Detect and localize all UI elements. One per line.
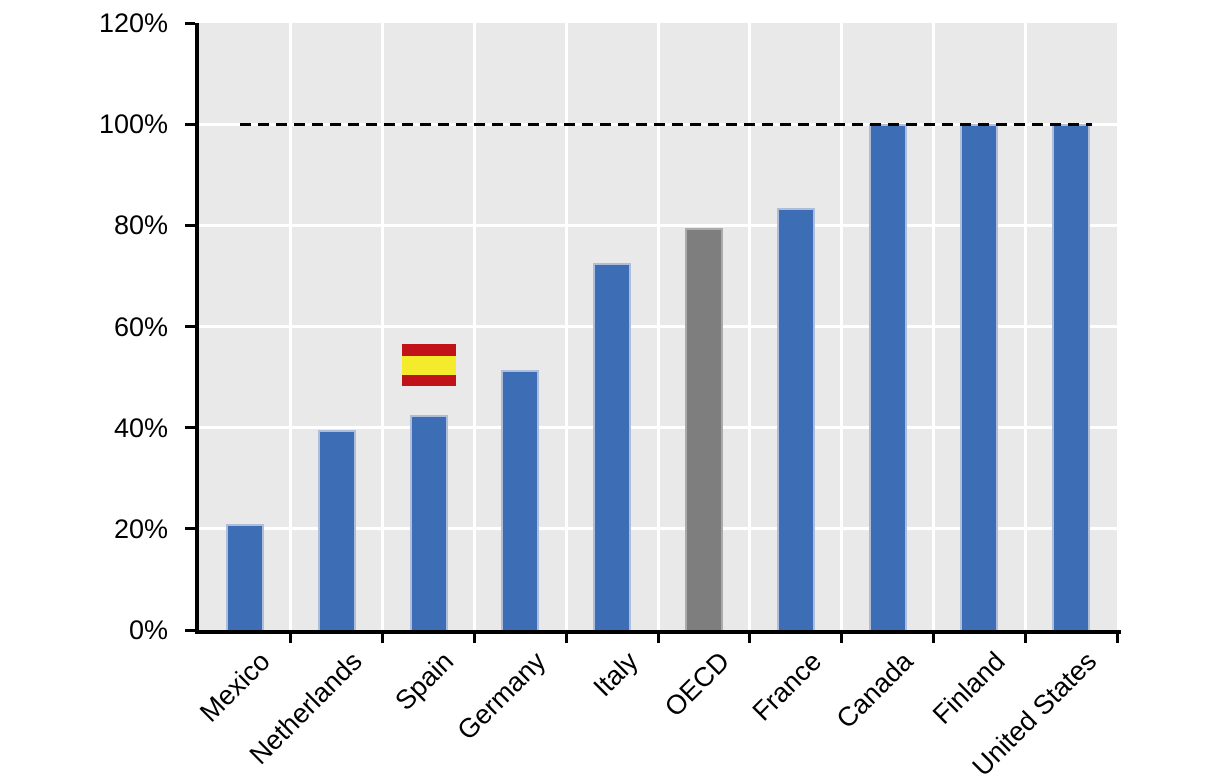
spain-flag-icon [401,344,456,386]
y-axis-line [195,23,199,634]
y-tick-label: 100% [98,109,168,140]
bar-oecd [684,227,723,630]
flag-stripe-red-top [401,344,456,356]
x-grid-line [289,23,293,630]
x-category-label: Mexico [194,646,277,728]
x-tick [840,634,844,643]
x-tick [748,634,752,643]
x-tick [472,634,476,643]
bar-spain [409,415,448,630]
x-tick [289,634,293,643]
x-grid-line [564,23,568,630]
bar-mexico [225,523,264,630]
x-category-label: France [746,646,827,727]
x-grid-line [381,23,385,630]
x-category-label: Spain [389,646,460,717]
bar-canada [868,124,907,630]
bar-united-states [1052,124,1091,630]
x-category-label: Finland [926,646,1011,730]
x-tick [381,634,385,643]
x-grid-line [840,23,844,630]
plot-area [199,23,1117,630]
y-tick [185,426,195,430]
x-grid-line [931,23,935,630]
bar-netherlands [317,430,356,630]
flag-stripe-red-bottom [401,375,456,386]
y-tick-label: 0% [128,615,168,645]
x-grid-line [1023,23,1027,630]
x-axis-line [195,630,1121,634]
y-tick [185,21,195,25]
y-tick-label: 20% [113,513,168,544]
x-category-label: OECD [658,646,736,723]
x-category-label: Italy [587,646,644,703]
y-tick [185,223,195,227]
x-category-label: Germany [451,646,552,746]
y-tick-label: 60% [113,311,168,342]
y-tick-label: 80% [113,210,168,241]
y-tick-label: 40% [113,412,168,443]
y-tick [185,628,195,632]
bar-france [776,207,815,630]
x-grid-line [656,23,660,630]
x-category-label: Canada [830,646,919,735]
x-tick [1115,634,1119,643]
flag-stripe-yellow [401,356,456,375]
y-tick-label: 120% [98,8,168,38]
bar-germany [501,369,540,630]
y-tick [185,122,195,126]
y-tick [185,527,195,531]
x-tick [656,634,660,643]
bar-italy [593,263,632,630]
x-tick [564,634,568,643]
y-tick [185,325,195,328]
x-grid-line [472,23,476,630]
reference-line-100pct [240,122,1092,126]
bar-finland [960,124,999,630]
x-tick [1023,634,1027,643]
x-tick [931,634,935,643]
x-grid-line [748,23,752,630]
